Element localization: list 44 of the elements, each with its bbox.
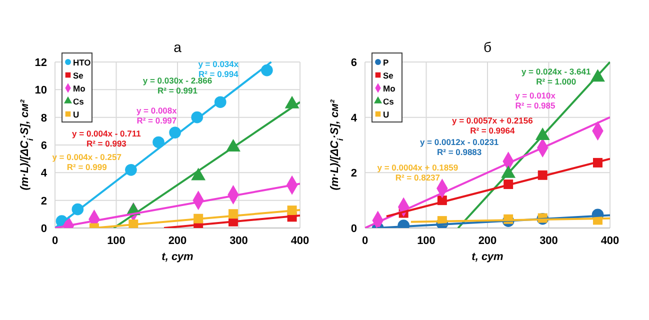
legend-label: Mo — [383, 84, 396, 94]
annotation: y = 0.010x R² = 0.985 — [515, 90, 556, 111]
y-tick-label: 8 — [40, 112, 47, 124]
x-axis-title: t, сут — [162, 251, 194, 263]
point — [152, 136, 164, 148]
legend-label: Mo — [73, 84, 86, 94]
chart-title: б — [483, 39, 492, 55]
annotation: y = 0.024x - 3.641 R² = 1.000 — [521, 66, 591, 86]
legend-label: HTO — [73, 58, 92, 68]
y-tick-label: 12 — [34, 57, 47, 69]
x-tick-label: 100 — [417, 235, 436, 247]
x-tick-label: 300 — [230, 235, 248, 247]
annotation: y = 0.004x - 0.711 R² = 0.993 — [72, 128, 142, 149]
x-tick-label: 400 — [290, 235, 310, 247]
x-tick-label: 0 — [52, 235, 58, 247]
legend-label: Se — [383, 70, 394, 80]
y-tick-label: 4 — [40, 168, 48, 180]
y-tick-label: 2 — [40, 195, 47, 208]
x-tick-label: 300 — [540, 235, 558, 247]
x-tick-label: 200 — [168, 235, 187, 247]
annotation: y = 0.004x - 0.257 R² = 0.999 — [52, 152, 122, 172]
legend-label: Se — [73, 70, 84, 80]
annotation: y = 0.0057x + 0.2156 R² = 0.9964 — [452, 115, 534, 136]
y-tick-label: 4 — [350, 112, 358, 124]
x-tick-label: 100 — [107, 235, 126, 247]
legend-label: U — [73, 110, 80, 120]
chart-title: а — [174, 39, 182, 55]
y-tick-label: 2 — [350, 168, 357, 180]
x-tick-label: 0 — [362, 235, 368, 247]
y-tick-label: 10 — [34, 84, 47, 97]
legend-label: P — [383, 58, 389, 68]
annotation: y = 0.0012x - 0.0231 R² = 0.9883 — [420, 137, 499, 157]
legend-label: U — [383, 110, 390, 120]
y-tick-label: 0 — [40, 223, 47, 235]
y-tick-label: 6 — [350, 57, 357, 69]
annotation: y = 0.008x R² = 0.997 — [136, 105, 178, 126]
legend-label: Cs — [383, 96, 394, 106]
x-tick-label: 200 — [478, 235, 497, 247]
x-tick-label: 400 — [600, 235, 620, 247]
annotation: y = 0.0004x + 0.1859 R² = 0.8237 — [377, 162, 458, 183]
x-axis-title: t, сут — [472, 251, 504, 263]
legend-label: Cs — [73, 96, 84, 106]
y-tick-label: 6 — [40, 140, 47, 152]
y-tick-label: 0 — [350, 223, 357, 235]
